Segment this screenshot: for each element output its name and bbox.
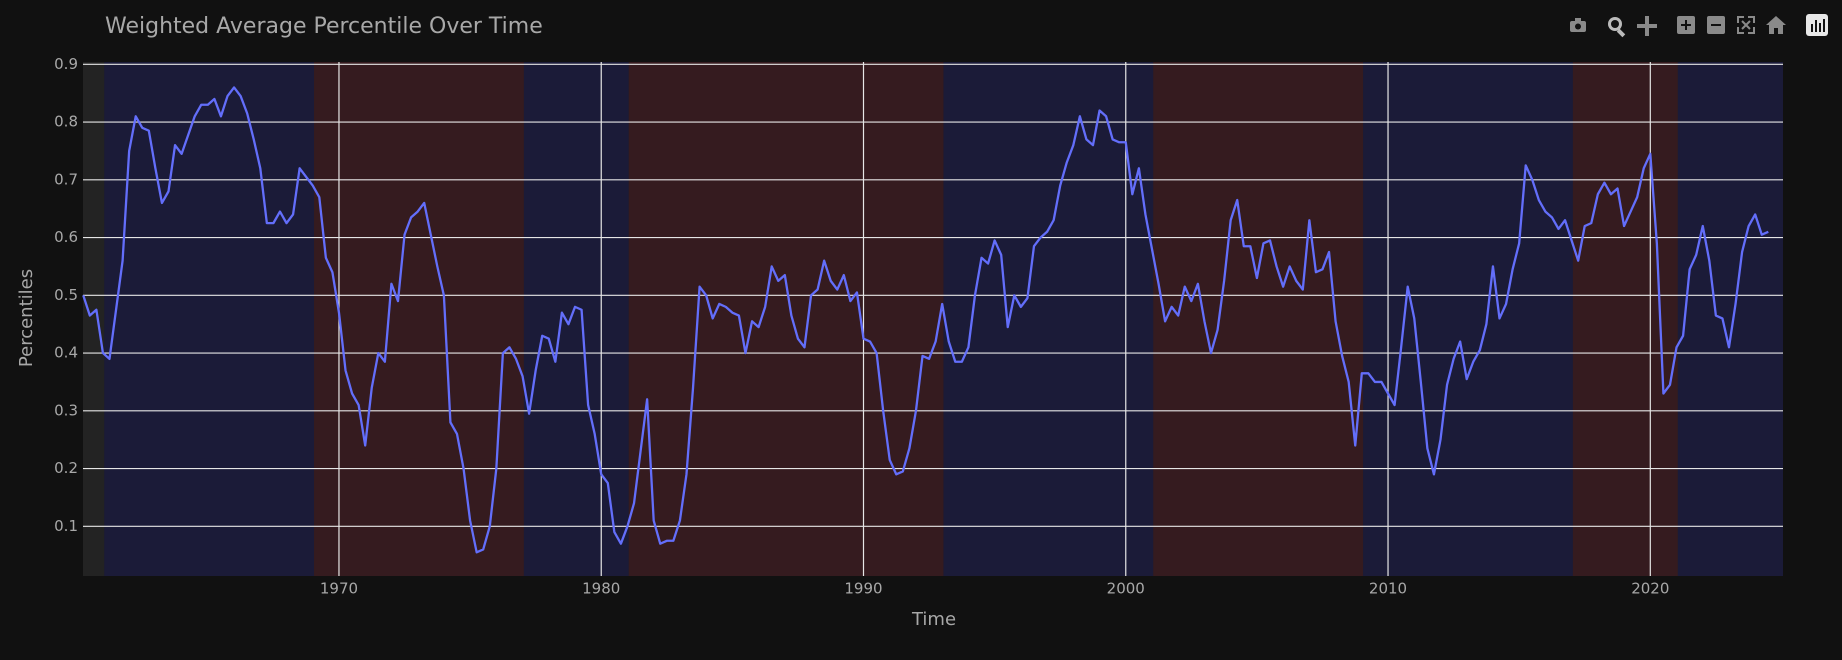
shaded-region xyxy=(628,62,944,576)
download-button[interactable] xyxy=(1570,18,1586,32)
x-tick-label: 1990 xyxy=(844,580,882,598)
shaded-region xyxy=(943,62,1154,576)
y-tick-label: 0.7 xyxy=(54,170,78,188)
x-tick-label: 2020 xyxy=(1631,580,1669,598)
y-tick-label: 0.2 xyxy=(54,459,78,477)
zoom-in-button[interactable] xyxy=(1677,16,1695,34)
x-tick-label: 1980 xyxy=(582,580,620,598)
shaded-region xyxy=(523,62,629,576)
y-tick-label: 0.4 xyxy=(54,344,78,362)
y-tick-label: 0.3 xyxy=(54,401,78,419)
y-tick-label: 0.5 xyxy=(54,286,78,304)
x-tick-label: 2010 xyxy=(1369,580,1407,598)
zoom-button[interactable] xyxy=(1608,17,1626,38)
x-axis-title: Time xyxy=(911,609,956,630)
shaded-region xyxy=(1677,62,1783,576)
y-tick-label: 0.8 xyxy=(54,113,78,131)
autoscale-button[interactable] xyxy=(1737,16,1755,34)
zoom-out-button[interactable] xyxy=(1707,16,1725,34)
shaded-region xyxy=(104,62,315,576)
y-tick-label: 0.1 xyxy=(54,517,78,535)
chart-title: Weighted Average Percentile Over Time xyxy=(105,14,543,39)
shaded-region xyxy=(1363,62,1573,576)
x-tick-label: 2000 xyxy=(1107,580,1145,598)
shaded-region xyxy=(314,62,524,576)
y-axis-title: Percentiles xyxy=(16,269,37,367)
reset-axes-button[interactable] xyxy=(1766,16,1786,34)
modebar xyxy=(1570,14,1828,38)
plotly-logo[interactable] xyxy=(1806,14,1828,36)
y-tick-label: 0.9 xyxy=(54,55,78,73)
shaded-region xyxy=(1153,62,1364,576)
shaded-region xyxy=(1572,62,1678,576)
y-tick-label: 0.6 xyxy=(54,228,78,246)
pan-button[interactable] xyxy=(1637,16,1657,36)
x-tick-label: 1970 xyxy=(320,580,358,598)
plot-area xyxy=(82,62,1783,576)
data-line xyxy=(82,86,1769,554)
